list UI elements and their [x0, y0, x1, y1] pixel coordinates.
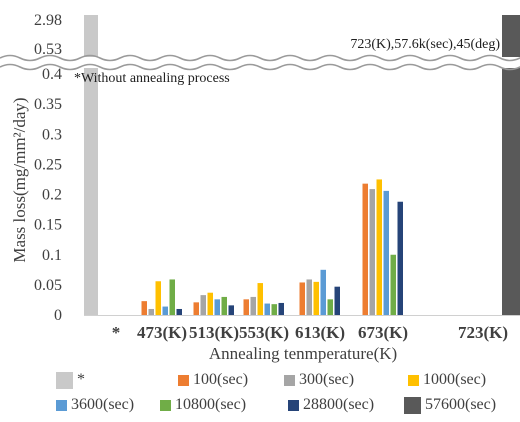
- bar-300sec-5: [369, 189, 375, 315]
- y-tick-label: 0: [54, 307, 62, 324]
- legend-swatch: [160, 399, 171, 411]
- bar-300sec-2: [200, 295, 206, 315]
- bar-1000sec-3: [257, 283, 263, 315]
- legend-item: 100(sec): [178, 371, 248, 389]
- legend-item: 10800(sec): [160, 396, 246, 414]
- bar-300sec-1: [148, 308, 154, 315]
- legend-swatch: [408, 374, 419, 386]
- bar-3600sec-5: [383, 190, 389, 315]
- bar-57600sec-6: [502, 15, 520, 315]
- annotation-top-bar: 723(K),57.6k(sec),45(deg): [350, 37, 500, 52]
- legend-item: *: [56, 371, 85, 389]
- bar-1000sec-1: [155, 281, 161, 315]
- bar-3600sec-2: [214, 299, 220, 315]
- bar-100sec-3: [243, 299, 249, 315]
- legend-swatch: [404, 396, 421, 414]
- x-axis-label: Annealing tenmperature(K): [209, 344, 397, 363]
- chart-canvas: 0 0.05 0.1 0.15 0.2 0.25 0.3 0.35 0.4 0.53 2.98 * 4…: [0, 12, 520, 363]
- x-tick-label: 473(K): [137, 323, 187, 342]
- bar-1000sec-2: [207, 292, 213, 315]
- y-tick-label: 0.05: [34, 277, 62, 294]
- plot-area: [0, 15, 520, 316]
- legend: * 100(sec) 300(sec) 1000(sec) 3600(sec) 10800…: [0, 366, 520, 422]
- legend-label: 57600(sec): [425, 396, 497, 413]
- x-tick-label: 553(K): [239, 323, 289, 342]
- bar-100sec-4: [299, 282, 305, 315]
- y-tick-label: 0.1: [42, 247, 62, 264]
- axis-break-line-upper: [0, 54, 520, 62]
- legend-swatch: [56, 399, 67, 411]
- bar-28800sec-5: [397, 201, 403, 315]
- x-tick-label: 613(K): [295, 323, 345, 342]
- bar-10800sec-4: [327, 299, 333, 315]
- legend-item: 28800(sec): [288, 396, 374, 414]
- bar--0: [84, 15, 98, 315]
- y-axis-label: Mass loss(mg/mm²/day): [10, 97, 29, 262]
- y-tick-label: 0.3: [42, 126, 62, 143]
- x-axis-categories: * 473(K) 513(K) 553(K) 613(K) 673(K) 723(K): [112, 323, 508, 342]
- axis-break-band: [0, 57, 520, 68]
- x-tick-label: 513(K): [189, 323, 239, 342]
- legend-label: 28800(sec): [303, 396, 375, 413]
- bar-10800sec-1: [169, 279, 175, 315]
- legend-label: 10800(sec): [175, 396, 247, 413]
- y-tick-label: 0.35: [34, 96, 62, 113]
- y-tick-label-broken: 2.98: [34, 12, 62, 29]
- bar-3600sec-3: [264, 303, 270, 315]
- y-tick-label: 0.2: [42, 187, 62, 204]
- bar-3600sec-4: [320, 269, 326, 315]
- bar-10800sec-2: [221, 296, 227, 315]
- legend-swatch: [284, 374, 295, 386]
- bar-10800sec-3: [271, 304, 277, 315]
- legend-label: 300(sec): [299, 371, 355, 388]
- legend-swatch: [288, 399, 299, 411]
- x-tick-label: *: [112, 323, 121, 342]
- bar-10800sec-5: [390, 254, 396, 315]
- bar-1000sec-5: [376, 179, 382, 315]
- legend-label: 1000(sec): [423, 371, 487, 388]
- x-tick-label: 673(K): [358, 323, 408, 342]
- bar-100sec-5: [362, 183, 368, 315]
- y-tick-label: 0.25: [34, 156, 62, 173]
- y-tick-label: 0.4: [42, 66, 62, 83]
- axis-break-line-lower: [0, 63, 520, 71]
- bar-3600sec-1: [162, 306, 168, 315]
- legend-item: 1000(sec): [408, 371, 486, 389]
- bar-100sec-2: [193, 302, 199, 315]
- bar-300sec-4: [306, 279, 312, 315]
- legend-swatch: [178, 374, 189, 386]
- legend-item: 57600(sec): [404, 396, 496, 414]
- bar-28800sec-2: [228, 305, 234, 315]
- bar-1000sec-4: [313, 281, 319, 315]
- legend-item: 3600(sec): [56, 396, 134, 414]
- y-axis-ticks: 0 0.05 0.1 0.15 0.2 0.25 0.3 0.35 0.4 0.53 2.98: [34, 12, 62, 324]
- bar-100sec-1: [141, 301, 147, 315]
- legend-label: *: [77, 371, 85, 388]
- x-tick-label: 723(K): [458, 323, 508, 342]
- bar-300sec-3: [250, 296, 256, 315]
- annotation-no-annealing: *Without annealing process: [74, 71, 230, 86]
- legend-item: 300(sec): [284, 371, 354, 389]
- bar-28800sec-3: [278, 302, 284, 315]
- y-tick-label: 0.15: [34, 217, 62, 234]
- bar-28800sec-4: [334, 286, 340, 315]
- y-tick-label-broken: 0.53: [34, 41, 62, 58]
- legend-swatch: [56, 371, 73, 389]
- legend-label: 100(sec): [193, 371, 249, 388]
- legend-label: 3600(sec): [71, 396, 135, 413]
- bar-28800sec-1: [176, 308, 182, 315]
